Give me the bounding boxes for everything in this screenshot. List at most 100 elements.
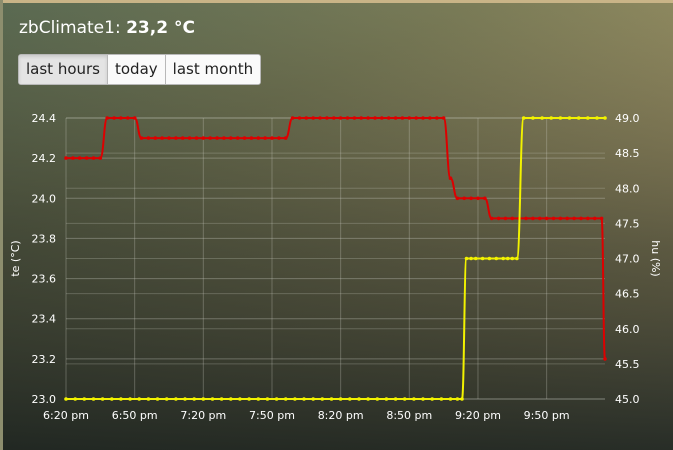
temperature-point xyxy=(119,116,123,120)
temperature-point xyxy=(400,116,405,120)
humidity-point xyxy=(558,116,563,120)
humidity-point xyxy=(501,256,506,261)
humidity-point xyxy=(464,256,469,261)
temperature-point xyxy=(77,156,82,160)
humidity-point xyxy=(384,397,389,401)
temperature-point xyxy=(146,136,151,140)
temperature-point xyxy=(338,116,343,120)
temperature-point xyxy=(345,116,350,120)
y-right-tick-label: 47.5 xyxy=(615,217,640,230)
temperature-point xyxy=(469,196,473,201)
temperature-point xyxy=(531,216,535,221)
last-hours-button[interactable]: last hours xyxy=(19,55,108,84)
temperature-point xyxy=(187,136,192,140)
temperature-point xyxy=(462,196,467,201)
y-left-tick-label: 24.2 xyxy=(32,152,57,165)
humidity-point xyxy=(311,397,316,401)
y-left-tick-label: 24.4 xyxy=(32,112,57,125)
temperature-point xyxy=(455,196,460,201)
y-right-tick-label: 48.5 xyxy=(615,147,640,160)
x-tick-label: 9:50 pm xyxy=(524,409,570,422)
humidity-point xyxy=(469,256,473,261)
temperature-point xyxy=(503,216,508,221)
temperature-point xyxy=(373,116,377,120)
temperature-point xyxy=(538,216,542,221)
temperature-point xyxy=(174,136,178,140)
temperature-point xyxy=(428,116,432,120)
temperature-point xyxy=(393,116,398,120)
humidity-point xyxy=(448,397,453,401)
temperature-point xyxy=(105,116,109,120)
temperature-point xyxy=(304,116,309,120)
humidity-point xyxy=(82,397,87,401)
page-title: zbClimate1: 23,2 °C xyxy=(19,18,195,38)
sensor-name: zbClimate1: xyxy=(19,18,121,38)
temperature-point xyxy=(160,136,164,140)
y-left-axis-title: te (°C) xyxy=(9,240,22,276)
humidity-point xyxy=(164,397,169,401)
last-month-button[interactable]: last month xyxy=(165,55,261,84)
temperature-point xyxy=(132,116,137,120)
humidity-point xyxy=(283,397,288,401)
humidity-point xyxy=(100,397,105,401)
humidity-point xyxy=(430,397,435,401)
temperature-point xyxy=(270,136,274,140)
temperature-point xyxy=(325,116,329,120)
humidity-point xyxy=(576,116,581,120)
humidity-point xyxy=(302,397,306,401)
humidity-point xyxy=(357,397,361,401)
temperature-point xyxy=(290,116,295,120)
humidity-point xyxy=(421,397,425,401)
humidity-point xyxy=(487,256,492,261)
temperature-point xyxy=(64,156,68,160)
temperature-point xyxy=(524,216,528,221)
humidity-point xyxy=(540,116,544,120)
humidity-point xyxy=(119,397,123,401)
y-right-tick-label: 45.5 xyxy=(615,358,640,371)
temperature-point xyxy=(126,116,130,120)
temperature-point xyxy=(277,136,281,140)
temperature-point xyxy=(489,216,494,221)
current-temperature: 23,2 °C xyxy=(126,18,195,38)
humidity-point xyxy=(137,397,141,401)
humidity-point xyxy=(505,256,510,261)
temperature-point xyxy=(496,216,501,221)
temperature-point xyxy=(297,116,302,120)
temperature-point xyxy=(551,216,556,221)
y-left-tick-label: 23.4 xyxy=(32,313,57,326)
temperature-point xyxy=(167,136,171,140)
humidity-point xyxy=(91,397,96,401)
temperature-point xyxy=(352,116,357,120)
temperature-point xyxy=(263,136,267,140)
x-tick-label: 9:20 pm xyxy=(455,409,501,422)
temperature-point xyxy=(91,156,96,160)
humidity-point xyxy=(128,397,132,401)
humidity-point xyxy=(320,397,325,401)
temperature-point xyxy=(71,156,75,160)
humidity-point xyxy=(329,397,334,401)
humidity-point xyxy=(274,397,279,401)
humidity-point xyxy=(515,256,519,261)
x-tick-label: 6:20 pm xyxy=(43,409,89,422)
temperature-point xyxy=(235,136,240,140)
y-left-tick-label: 24.0 xyxy=(32,192,57,205)
y-right-tick-label: 46.0 xyxy=(615,323,640,336)
today-button[interactable]: today xyxy=(108,55,166,84)
temperature-point xyxy=(201,136,206,140)
temperature-point xyxy=(407,116,412,120)
humidity-point xyxy=(531,116,535,120)
humidity-point xyxy=(183,397,187,401)
humidity-point xyxy=(494,256,499,261)
temperature-point xyxy=(476,196,480,201)
humidity-point xyxy=(247,397,251,401)
humidity-point xyxy=(586,116,590,120)
humidity-point xyxy=(549,116,553,120)
temperature-point xyxy=(256,136,261,140)
top-border xyxy=(0,0,673,3)
temperature-point xyxy=(318,116,322,120)
x-tick-label: 8:50 pm xyxy=(386,409,432,422)
humidity-point xyxy=(174,397,178,401)
temperature-point xyxy=(435,116,439,120)
temperature-point xyxy=(208,136,212,140)
